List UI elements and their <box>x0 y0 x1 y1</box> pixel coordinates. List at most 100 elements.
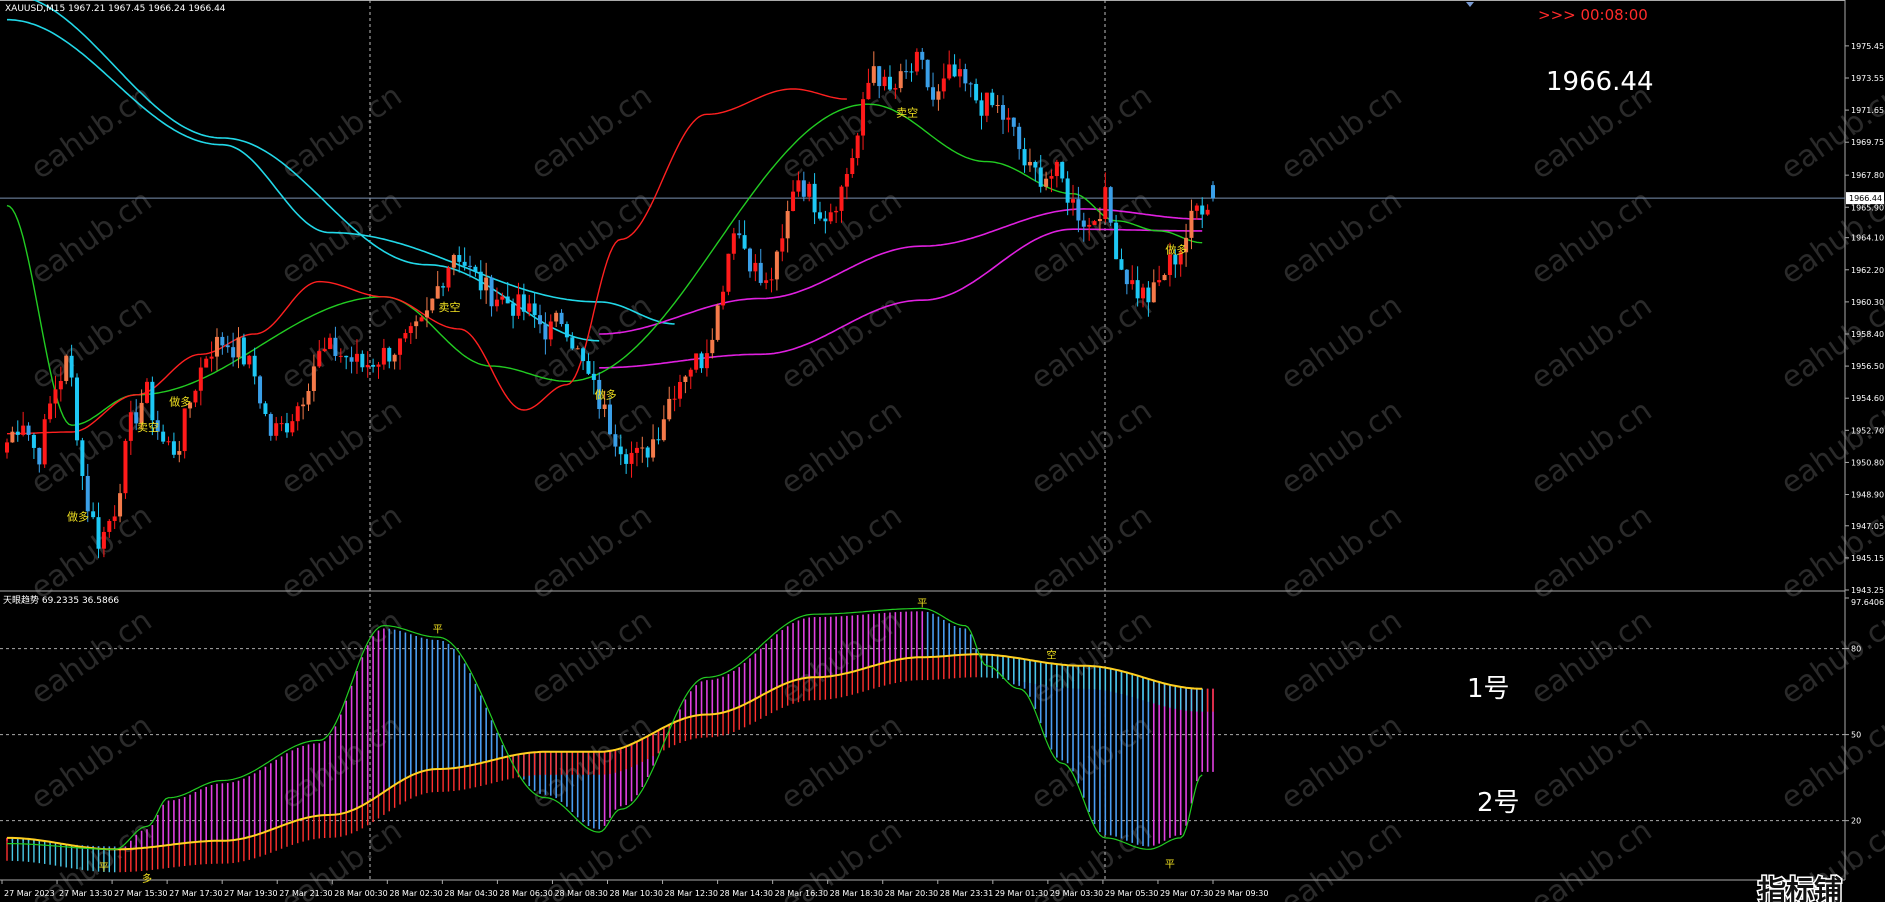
candle <box>624 448 629 474</box>
candle <box>861 92 866 150</box>
candle-body <box>721 291 726 306</box>
candle <box>365 351 370 378</box>
candle <box>634 441 639 467</box>
price-tick-label: 1969.75 <box>1851 138 1884 147</box>
candle-body <box>920 51 925 60</box>
candle-body <box>171 441 176 455</box>
symbol-info: XAUUSD,M15 1967.21 1967.45 1966.24 1966.… <box>5 4 226 14</box>
candle <box>1114 214 1119 260</box>
candle-body <box>193 390 198 403</box>
candle <box>850 148 855 178</box>
candle <box>672 385 677 412</box>
candle-body <box>812 183 817 213</box>
candle-body <box>150 381 155 421</box>
chart-shift-marker-icon[interactable] <box>1466 2 1474 7</box>
candle-body <box>570 337 575 349</box>
candle <box>1119 248 1124 271</box>
candle-body <box>1189 210 1194 238</box>
time-tick-label: 28 Mar 12:30 <box>665 889 718 898</box>
candle <box>424 297 429 328</box>
candle-body <box>844 174 849 187</box>
candle <box>661 405 666 442</box>
candle <box>1157 265 1162 287</box>
candle <box>704 339 709 377</box>
candle-body <box>354 353 359 362</box>
candle <box>1141 283 1146 308</box>
candle <box>1130 265 1135 290</box>
candlesticks[interactable] <box>5 47 1215 558</box>
candle-body <box>769 279 774 281</box>
candle <box>457 246 462 273</box>
candle-body <box>69 355 74 378</box>
candle-body <box>737 233 742 236</box>
candle <box>1097 207 1102 231</box>
candle <box>1167 242 1172 287</box>
candle-body <box>791 191 796 212</box>
candle <box>398 338 403 370</box>
candle <box>306 383 311 411</box>
candle-body <box>1071 199 1076 203</box>
time-tick-label: 28 Mar 10:30 <box>610 889 663 898</box>
candle <box>688 367 693 389</box>
candle-body <box>91 511 96 518</box>
candle-body <box>500 296 505 300</box>
candle-body <box>317 351 322 367</box>
candle <box>1087 217 1092 241</box>
candle <box>1060 161 1065 183</box>
candle-body <box>74 377 79 441</box>
time-tick-label: 28 Mar 23:31 <box>940 889 993 898</box>
candle-body <box>1087 224 1092 227</box>
candle-body <box>866 82 871 100</box>
candle-body <box>118 493 123 517</box>
candle-body <box>780 238 785 252</box>
time-tick-label: 28 Mar 06:30 <box>499 889 552 898</box>
candle <box>677 374 682 407</box>
candle-body <box>850 158 855 175</box>
candle-body <box>225 345 230 348</box>
time-tick-label: 29 Mar 03:30 <box>1050 889 1103 898</box>
candle-body <box>887 76 892 90</box>
price-tick-label: 1960.30 <box>1851 298 1884 307</box>
candle <box>37 447 42 473</box>
candle <box>462 247 467 271</box>
candle <box>53 375 58 418</box>
candle <box>554 310 559 327</box>
candle-body <box>581 348 586 362</box>
candle-body <box>801 180 806 197</box>
candle-body <box>398 338 403 355</box>
candle-body <box>559 312 564 325</box>
candle-body <box>925 59 930 88</box>
candle <box>1211 181 1215 202</box>
candle-body <box>1124 269 1129 285</box>
price-tick-label: 1964.10 <box>1851 234 1884 243</box>
candle-body <box>893 88 898 90</box>
price-tick-label: 1962.20 <box>1851 266 1884 275</box>
candle <box>80 437 85 490</box>
candle <box>957 58 962 88</box>
candle <box>516 282 521 319</box>
candle <box>333 326 338 361</box>
candle <box>758 248 763 286</box>
candle-body <box>1130 280 1135 285</box>
current-price-tag <box>1846 192 1884 205</box>
candle-body <box>236 337 241 358</box>
candle-body <box>381 347 386 365</box>
candle <box>241 333 246 367</box>
candle-body <box>1022 149 1027 166</box>
candle <box>645 446 650 468</box>
candle <box>182 408 187 459</box>
candle <box>941 63 946 99</box>
candle-body <box>387 347 392 362</box>
candle <box>731 227 736 260</box>
signal-label: 卖空 <box>896 105 918 119</box>
candle-body <box>451 254 456 268</box>
candle <box>914 48 919 76</box>
candle-body <box>586 361 591 374</box>
candle <box>807 181 812 202</box>
candle <box>726 253 731 296</box>
candle-body <box>704 353 709 369</box>
candle <box>263 401 268 417</box>
